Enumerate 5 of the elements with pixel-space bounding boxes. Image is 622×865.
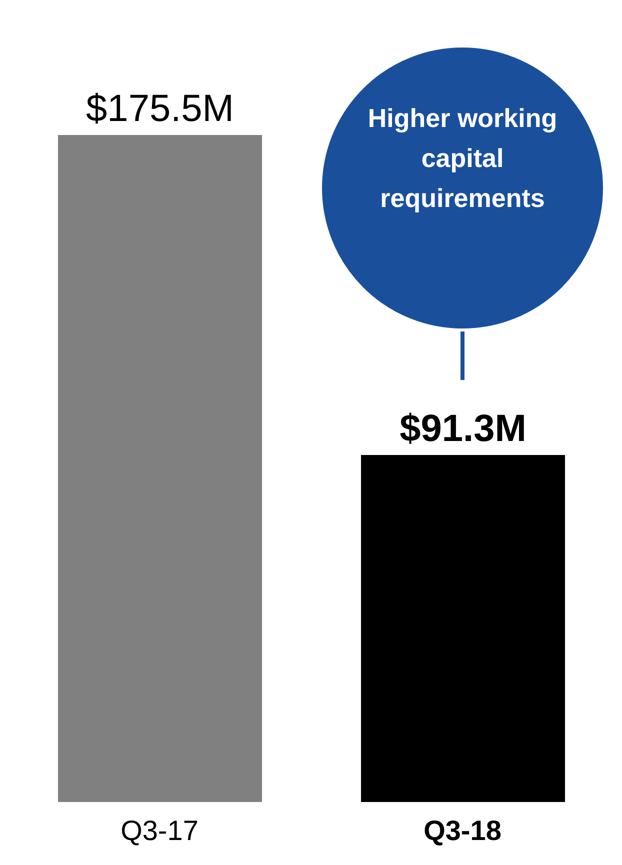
x-tick-label: Q3-18 (424, 815, 502, 846)
annotation: Higher working capital requirements (366, 102, 558, 215)
data-label: $175.5M (86, 88, 234, 130)
data-label: $91.3M (400, 408, 526, 450)
x-tick-label: Q3-17 (120, 815, 198, 846)
